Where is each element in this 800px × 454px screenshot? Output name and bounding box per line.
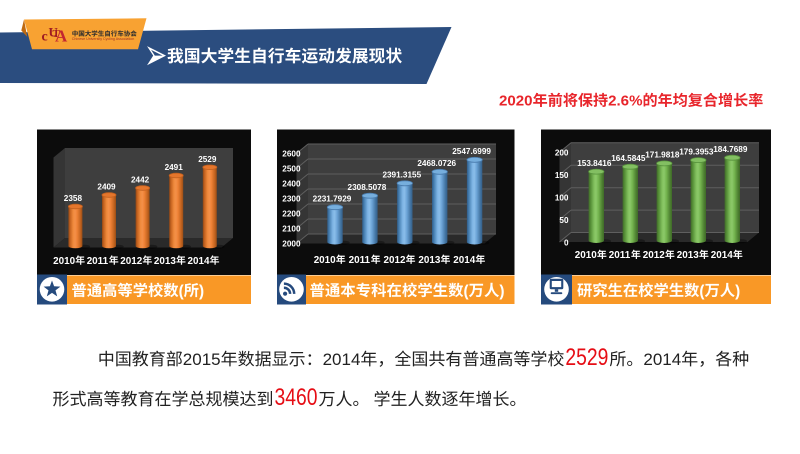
svg-text:2013: 2013 (677, 250, 699, 261)
svg-text:2014: 2014 (188, 256, 210, 267)
svg-text:2014: 2014 (711, 250, 733, 261)
svg-text:): ) (735, 283, 740, 300)
svg-text:2231.7929: 2231.7929 (313, 195, 352, 204)
svg-text:2491: 2491 (165, 163, 184, 172)
svg-text:(: ( (699, 283, 705, 300)
svg-text:Chinese University Cycling Ass: Chinese University Cycling Association (72, 37, 135, 41)
svg-text:2300: 2300 (282, 194, 301, 203)
svg-text:2013: 2013 (418, 255, 440, 266)
svg-text:2020: 2020 (499, 93, 533, 110)
svg-text:c: c (42, 30, 48, 45)
svg-text:T: T (53, 28, 61, 40)
svg-text:2600: 2600 (282, 149, 301, 158)
svg-text:2012: 2012 (384, 255, 406, 266)
svg-text:2100: 2100 (282, 224, 301, 233)
svg-text:): ) (199, 283, 204, 300)
svg-text:2000: 2000 (282, 239, 301, 248)
svg-text:2.6%: 2.6% (608, 93, 643, 110)
svg-text:2391.3155: 2391.3155 (382, 171, 421, 180)
svg-text:100: 100 (555, 194, 569, 203)
svg-text:150: 150 (555, 171, 569, 180)
svg-text:2010: 2010 (575, 250, 597, 261)
svg-text:2442: 2442 (131, 176, 150, 185)
svg-text:2011: 2011 (87, 256, 109, 267)
svg-text:2014: 2014 (453, 255, 475, 266)
svg-text:2308.5078: 2308.5078 (348, 183, 387, 192)
svg-text:A: A (55, 27, 68, 46)
svg-text:2500: 2500 (282, 164, 301, 173)
svg-text:0: 0 (564, 238, 569, 247)
svg-text:2010: 2010 (314, 255, 336, 266)
svg-text:153.8416: 153.8416 (577, 159, 612, 168)
svg-text:2011: 2011 (609, 250, 631, 261)
svg-text:3460: 3460 (275, 384, 318, 411)
svg-text:2409: 2409 (97, 183, 116, 192)
svg-text:): ) (499, 283, 504, 300)
svg-text:2011: 2011 (349, 255, 371, 266)
svg-text:164.5845: 164.5845 (611, 154, 646, 163)
svg-text:2012: 2012 (643, 250, 665, 261)
svg-text:2400: 2400 (282, 179, 301, 188)
svg-text:2015: 2015 (183, 350, 221, 369)
svg-text:200: 200 (555, 149, 569, 158)
svg-text:2468.0726: 2468.0726 (417, 159, 456, 168)
svg-text:171.9818: 171.9818 (645, 151, 680, 160)
svg-text:184.7689: 184.7689 (713, 145, 748, 154)
svg-text:(: ( (179, 283, 185, 300)
svg-text:2013: 2013 (154, 256, 176, 267)
svg-text:(: ( (464, 283, 470, 300)
svg-text:2529: 2529 (565, 344, 608, 371)
svg-text:2547.6999: 2547.6999 (452, 147, 491, 156)
svg-text:2010: 2010 (53, 256, 75, 267)
svg-text:2014: 2014 (643, 350, 681, 369)
svg-text:2014: 2014 (323, 350, 361, 369)
svg-text:2200: 2200 (282, 209, 301, 218)
svg-text:U: U (49, 25, 59, 40)
svg-text:179.3953: 179.3953 (679, 147, 714, 156)
svg-text:2012: 2012 (120, 256, 142, 267)
svg-text:2358: 2358 (64, 194, 83, 203)
svg-text:2529: 2529 (198, 155, 217, 164)
svg-text:50: 50 (559, 216, 569, 225)
